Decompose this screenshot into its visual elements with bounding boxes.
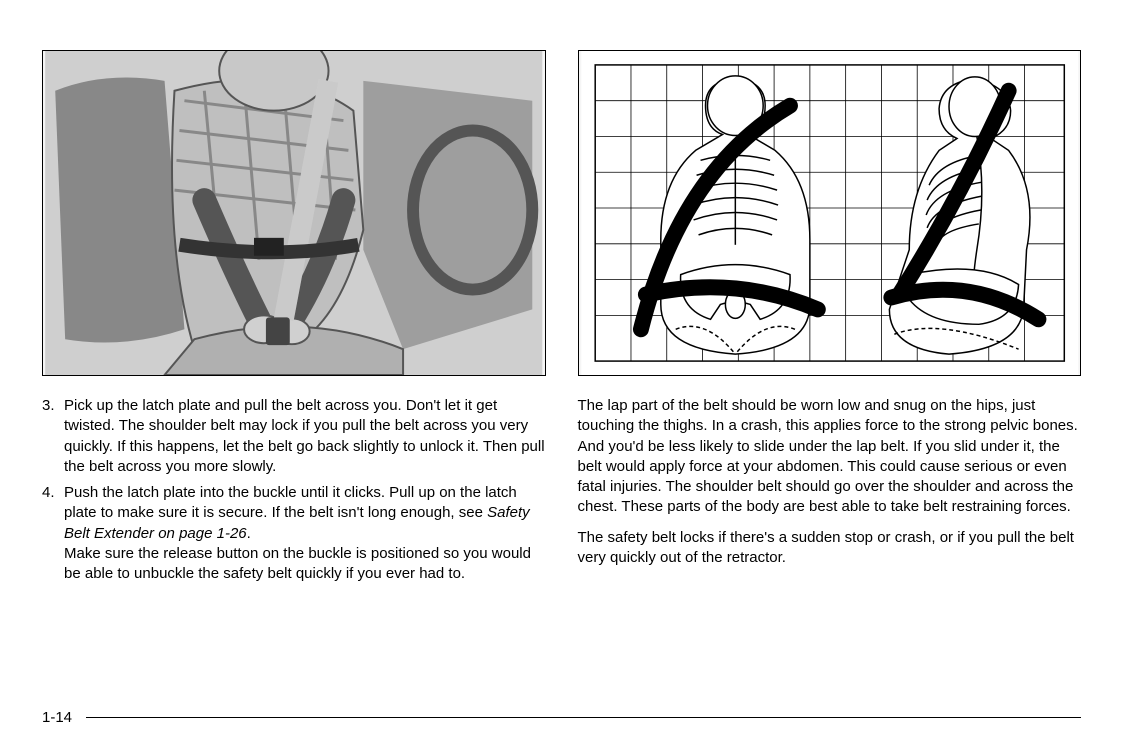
page-footer: 1-14 [42,709,1081,726]
left-text-block: 3. Pick up the latch plate and pull the … [42,396,546,590]
skeleton-diagram [579,51,1081,375]
skeleton-diagram-frame [578,50,1082,376]
seatbelt-illustration-frame [42,50,546,376]
manual-page: 3. Pick up the latch plate and pull the … [0,0,1123,750]
footer-rule [86,717,1081,719]
page-number: 1-14 [42,709,86,726]
right-text-block: The lap part of the belt should be worn … [578,396,1082,578]
step-text: Push the latch plate into the buckle unt… [64,483,546,584]
step-4: 4. Push the latch plate into the buckle … [42,483,546,584]
seatbelt-illustration [43,51,545,375]
step-followup: Make sure the release button on the buck… [64,545,531,582]
left-column: 3. Pick up the latch plate and pull the … [42,50,546,730]
paragraph-2: The safety belt locks if there's a sudde… [578,528,1082,569]
step-number: 4. [42,483,64,584]
step-number: 3. [42,396,64,477]
step-3: 3. Pick up the latch plate and pull the … [42,396,546,477]
step-text-after: . [247,525,251,542]
step-text: Pick up the latch plate and pull the bel… [64,396,546,477]
paragraph-1: The lap part of the belt should be worn … [578,396,1082,518]
instruction-steps: 3. Pick up the latch plate and pull the … [42,396,546,584]
step-text-before: Push the latch plate into the buckle unt… [64,484,517,521]
right-column: The lap part of the belt should be worn … [578,50,1082,730]
